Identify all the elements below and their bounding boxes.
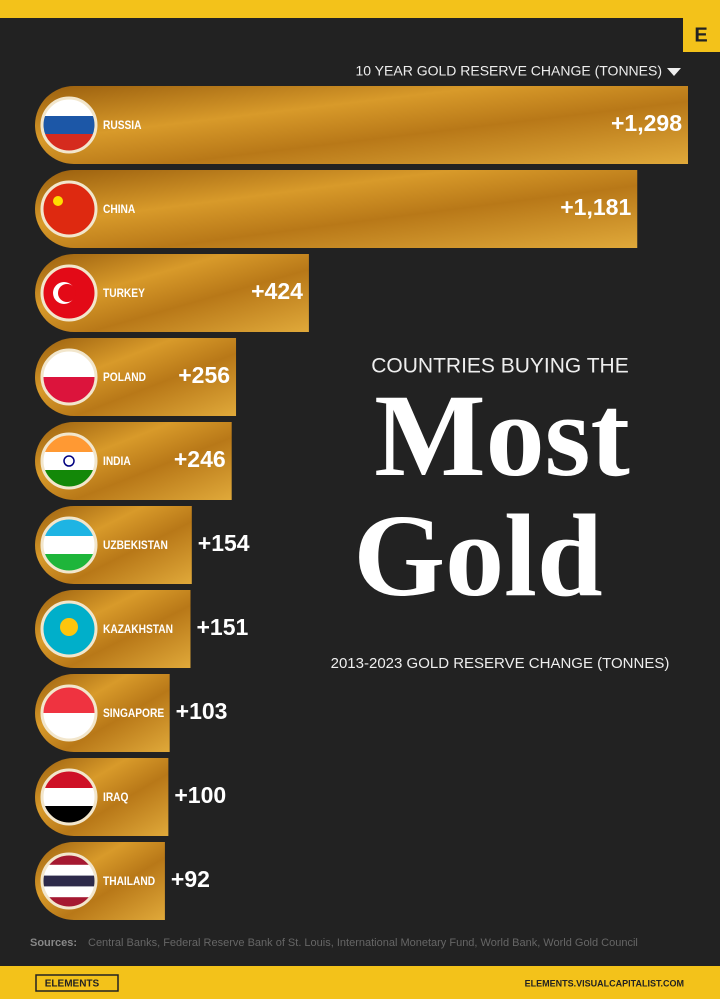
flag-rim bbox=[40, 516, 98, 574]
flag-stripe bbox=[42, 875, 96, 887]
flag-rim bbox=[40, 348, 98, 406]
value-label: +424 bbox=[251, 278, 303, 304]
flag-stripe bbox=[42, 182, 96, 236]
category-label: RUSSIA bbox=[103, 119, 142, 132]
category-label: UZBEKISTAN bbox=[103, 539, 168, 552]
flag bbox=[42, 182, 96, 236]
flag-stripe bbox=[42, 854, 96, 866]
category-label: TURKEY bbox=[103, 287, 145, 300]
title-line: Gold bbox=[353, 490, 602, 621]
flag-stripe bbox=[42, 864, 96, 877]
pretitle: COUNTRIES BUYING THE bbox=[371, 355, 628, 378]
value-label: +256 bbox=[178, 362, 230, 388]
flag bbox=[42, 266, 96, 320]
bar bbox=[35, 254, 309, 332]
flag-stripe bbox=[42, 116, 96, 135]
flag bbox=[42, 602, 96, 656]
flag-stripe bbox=[42, 788, 96, 807]
flag-stripe bbox=[42, 452, 96, 471]
flag-stripe bbox=[42, 897, 96, 908]
footer-brand: ELEMENTS bbox=[45, 979, 100, 990]
category-label: KAZAKHSTAN bbox=[103, 623, 173, 636]
category-label: SINGAPORE bbox=[103, 707, 164, 720]
flag-rim bbox=[40, 432, 98, 490]
sources-label: Sources: bbox=[30, 937, 77, 949]
value-label: +100 bbox=[174, 782, 226, 808]
value-label: +246 bbox=[174, 446, 226, 472]
flag-rim bbox=[40, 768, 98, 826]
value-label: +92 bbox=[171, 866, 210, 892]
value-label: +1,298 bbox=[611, 110, 682, 136]
value-label: +1,181 bbox=[560, 194, 631, 220]
logo-box bbox=[683, 18, 720, 52]
flag-rim bbox=[40, 852, 98, 910]
category-label: IRAQ bbox=[103, 791, 129, 804]
flag-stripe bbox=[42, 886, 96, 898]
flag-stripe bbox=[42, 536, 96, 555]
flag-rim bbox=[40, 684, 98, 742]
sources: Central Banks, Federal Reserve Bank of S… bbox=[88, 937, 638, 949]
title-line: Most bbox=[374, 370, 630, 501]
footer-url: ELEMENTS.VISUALCAPITALIST.COM bbox=[525, 978, 684, 988]
flag-sun bbox=[60, 618, 78, 636]
header: 10 YEAR GOLD RESERVE CHANGE (TONNES) bbox=[355, 63, 662, 79]
flag-wheel bbox=[63, 455, 75, 467]
category-label: POLAND bbox=[103, 371, 146, 384]
flag-rim bbox=[40, 180, 98, 238]
flag-crescent-cut bbox=[58, 284, 76, 302]
flag-rim bbox=[40, 600, 98, 658]
flag-rim bbox=[40, 264, 98, 322]
bar bbox=[35, 86, 688, 164]
flag-rim bbox=[40, 96, 98, 154]
value-label: +103 bbox=[176, 698, 228, 724]
category-label: INDIA bbox=[103, 455, 131, 468]
flag bbox=[42, 854, 96, 908]
footer-brand-box bbox=[35, 974, 119, 992]
flag-star bbox=[53, 196, 63, 206]
category-label: CHINA bbox=[103, 203, 135, 216]
logo: E bbox=[694, 24, 707, 46]
header-arrow bbox=[667, 68, 681, 76]
value-label: +151 bbox=[196, 614, 248, 640]
bar bbox=[35, 170, 638, 248]
subtitle: 2013-2023 GOLD RESERVE CHANGE (TONNES) bbox=[331, 655, 670, 672]
value-label: +154 bbox=[198, 530, 250, 556]
category-label: THAILAND bbox=[103, 875, 155, 888]
footer-band bbox=[0, 966, 720, 999]
top-band bbox=[0, 0, 720, 18]
